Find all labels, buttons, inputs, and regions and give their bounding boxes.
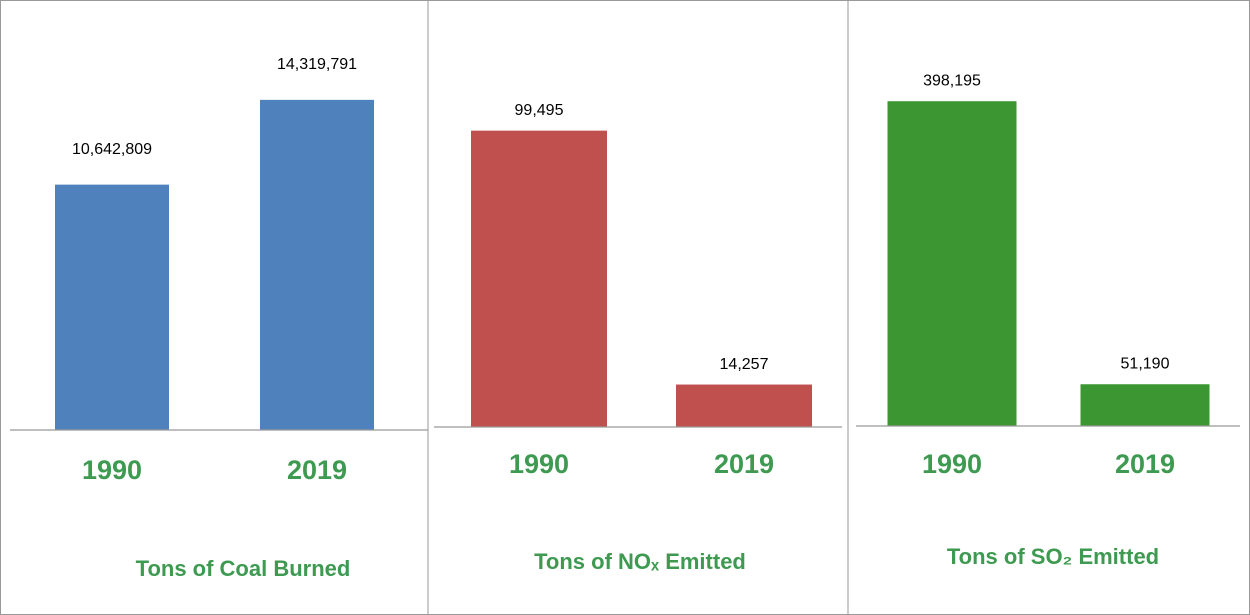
chart-title: Tons of NOₓ Emitted (534, 549, 746, 574)
bar (260, 99, 374, 430)
x-tick-label: 2019 (714, 449, 774, 479)
bar (55, 184, 169, 430)
bar (1080, 384, 1210, 426)
value-label: 10,642,809 (72, 141, 152, 158)
x-tick-label: 1990 (509, 449, 569, 479)
x-tick-label: 2019 (287, 455, 347, 485)
value-label: 398,195 (923, 72, 981, 89)
chart-title: Tons of Coal Burned (136, 556, 351, 581)
bar (887, 101, 1017, 426)
value-label: 14,257 (720, 356, 769, 373)
bar (471, 130, 607, 427)
x-tick-label: 2019 (1115, 449, 1175, 479)
chart-title: Tons of SO₂ Emitted (947, 544, 1159, 569)
value-label: 14,319,791 (277, 56, 357, 73)
value-label: 51,190 (1121, 355, 1170, 372)
value-label: 99,495 (515, 102, 564, 119)
x-tick-label: 1990 (82, 455, 142, 485)
bar (676, 384, 812, 427)
x-tick-label: 1990 (922, 449, 982, 479)
